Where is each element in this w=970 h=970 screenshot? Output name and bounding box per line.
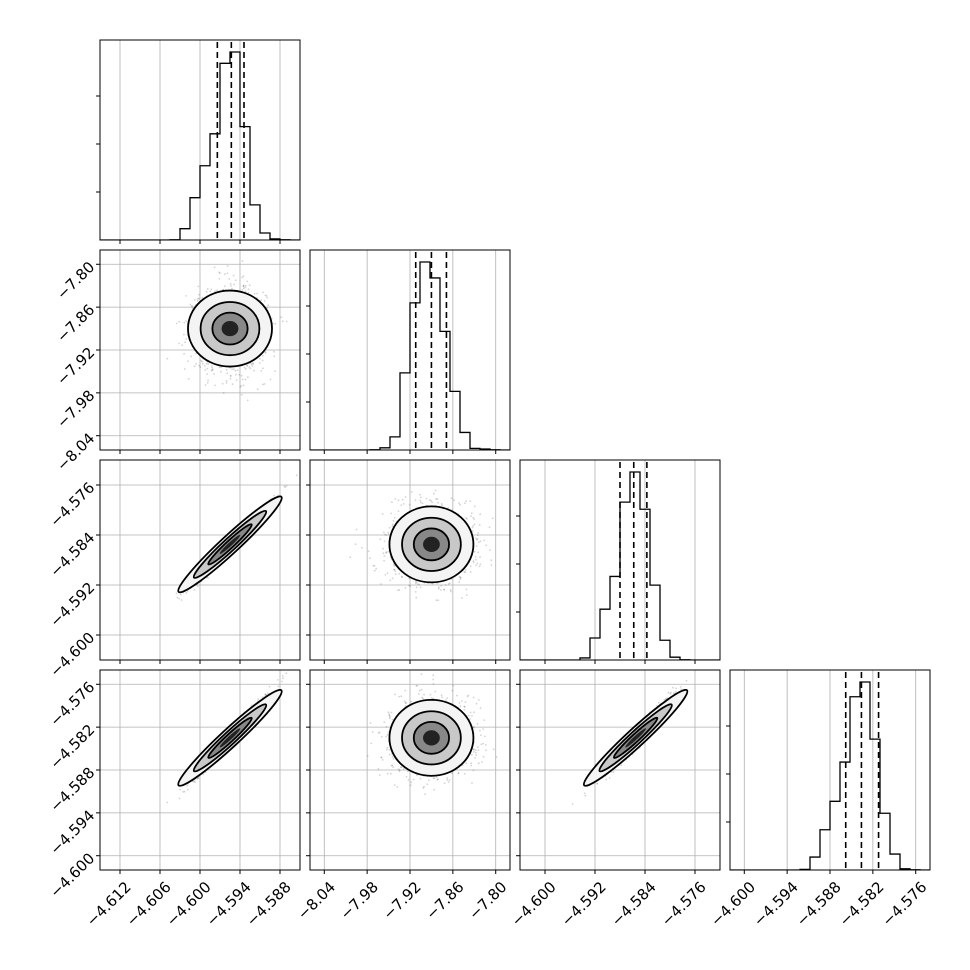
x-tick-label: −7.98 [337, 878, 382, 923]
x-tick-label: −8.04 [294, 878, 339, 923]
panel-2-2 [516, 459, 721, 664]
panel-2-0: −4.600−4.592−4.584−4.576 [46, 459, 301, 681]
panel-1-0: −8.04−7.98−7.92−7.86−7.80 [53, 249, 301, 475]
density-contour [423, 536, 440, 552]
x-tick-label: −4.576 [878, 878, 930, 930]
x-tick-label: −4.584 [608, 878, 660, 930]
density-contour [219, 728, 241, 748]
x-tick-label: −7.86 [422, 878, 467, 923]
y-tick-label: −8.04 [53, 429, 98, 474]
panel-3-0: −4.612−4.606−4.600−4.594−4.588−4.600−4.5… [46, 669, 301, 930]
histogram [520, 471, 720, 660]
panel-1-1 [306, 249, 511, 454]
y-tick-label: −4.576 [46, 678, 98, 730]
panel-3-1: −8.04−7.98−7.92−7.86−7.80 [294, 669, 511, 923]
x-tick-label: −4.600 [508, 878, 560, 930]
panel-2-1 [306, 459, 511, 664]
x-tick-label: −4.594 [750, 878, 802, 930]
panel-frame [519, 459, 721, 661]
x-tick-label: −4.588 [243, 878, 295, 930]
y-tick-label: −7.92 [53, 344, 98, 389]
density-contour [221, 320, 239, 337]
density-contour [423, 730, 440, 746]
density-contour [625, 728, 646, 748]
y-tick-label: −4.592 [46, 579, 98, 631]
y-tick-label: −7.86 [53, 301, 98, 346]
y-tick-label: −4.588 [46, 764, 98, 816]
histogram [310, 261, 510, 450]
x-tick-label: −4.600 [707, 878, 759, 930]
y-tick-label: −4.584 [46, 529, 98, 581]
histogram [100, 51, 300, 240]
y-tick-label: −4.594 [46, 806, 98, 858]
y-tick-label: −4.576 [46, 479, 98, 531]
x-tick-label: −7.92 [380, 878, 425, 923]
y-tick-label: −7.80 [53, 258, 98, 303]
x-tick-label: −4.592 [558, 878, 610, 930]
y-tick-label: −4.582 [46, 721, 98, 773]
x-tick-label: −4.582 [836, 878, 888, 930]
panel-3-2: −4.600−4.592−4.584−4.576 [508, 669, 721, 930]
density-contour [219, 534, 241, 554]
y-tick-label: −7.98 [53, 386, 98, 431]
x-tick-label: −7.80 [465, 878, 510, 923]
panel-3-3: −4.600−4.594−4.588−4.582−4.576 [707, 669, 931, 930]
x-tick-label: −4.576 [658, 878, 710, 930]
panel-0-0 [96, 39, 301, 244]
x-tick-label: −4.588 [793, 878, 845, 930]
y-tick-label: −4.600 [46, 849, 98, 901]
y-tick-label: −4.600 [46, 629, 98, 681]
